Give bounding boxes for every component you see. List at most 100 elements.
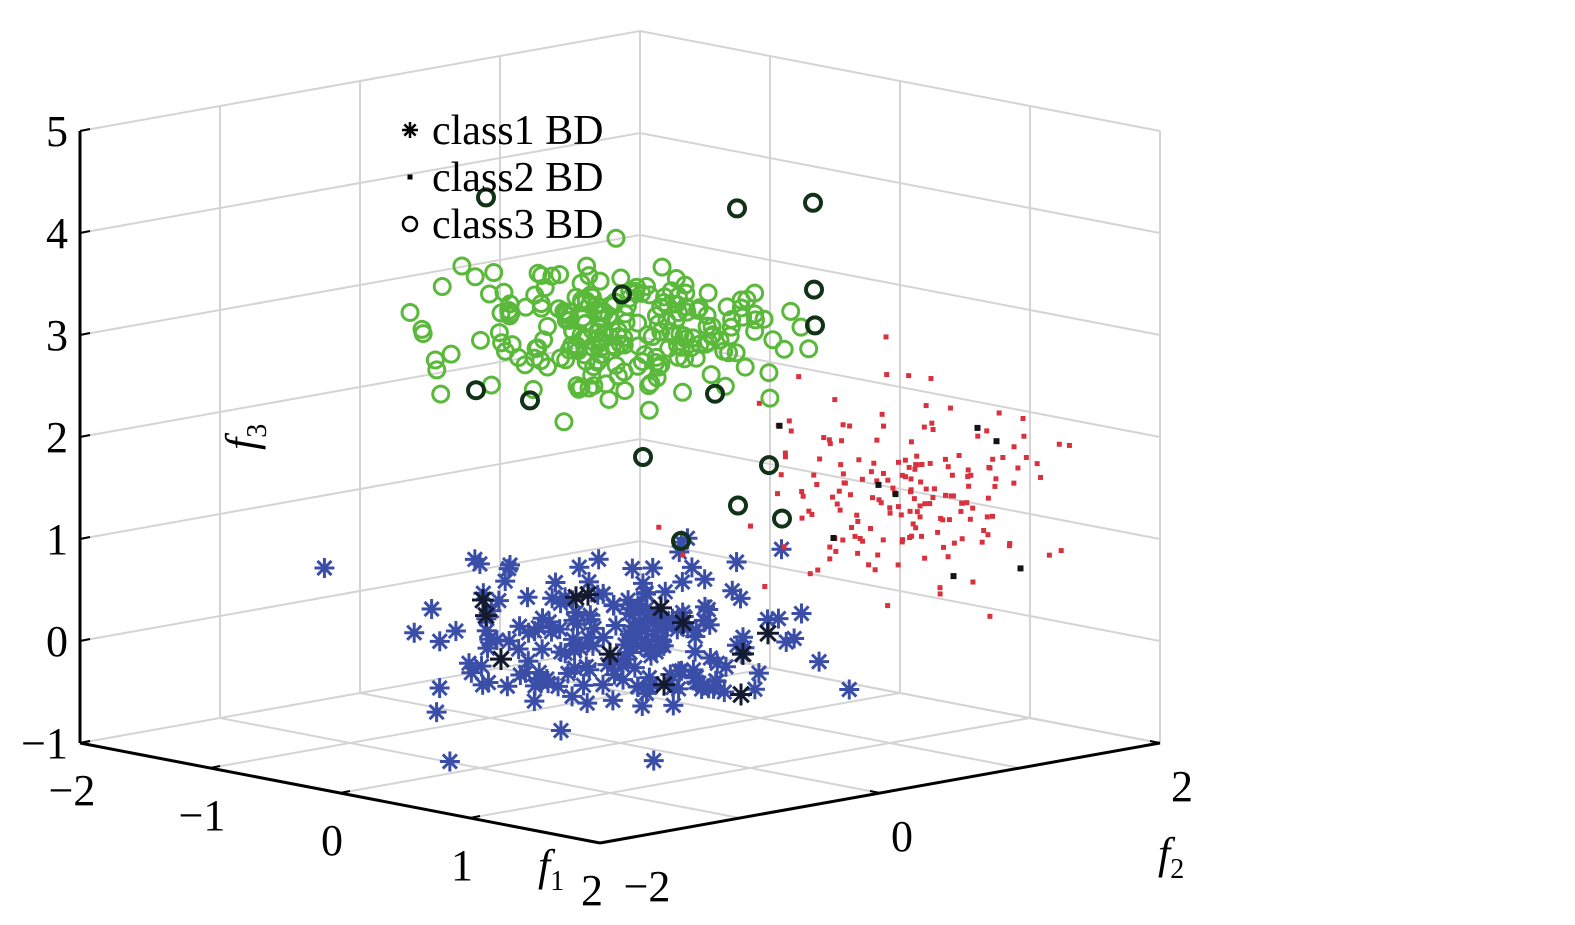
series-2-point (837, 507, 843, 513)
series-1-point (784, 628, 805, 649)
series-2-point (895, 562, 901, 568)
series-2-point (956, 453, 962, 459)
series-1-point (592, 674, 613, 695)
series-3-point (799, 339, 819, 359)
series-2-point (874, 478, 880, 484)
series-2-point (880, 537, 886, 543)
series-3-point (412, 319, 432, 339)
series-3-point (479, 284, 499, 304)
series-1-boundary-point (490, 648, 512, 671)
series-2-point (965, 467, 971, 473)
series-2-point (922, 501, 928, 507)
series-2-point (923, 486, 929, 492)
series-2-boundary-point (776, 422, 783, 429)
series-2-point (1066, 442, 1072, 448)
series-2-point (775, 491, 781, 497)
series-2-point (1023, 454, 1029, 460)
series-1-point (497, 676, 518, 697)
series-2-point (1056, 441, 1062, 447)
series-2-point (839, 438, 845, 444)
series-2-point (993, 476, 999, 482)
series-2-point (868, 469, 874, 475)
series-1-point (445, 621, 466, 642)
series-2-point (940, 544, 946, 550)
series-2-point (1034, 461, 1040, 467)
series-3-point (702, 317, 722, 337)
series-3-boundary-point (803, 192, 823, 213)
series-2-point (895, 504, 901, 510)
series-2-point (781, 544, 787, 550)
series-3-point (698, 283, 718, 303)
series-2-point (860, 538, 866, 544)
series-3-point (754, 309, 774, 329)
series-2-point (929, 420, 935, 426)
series-2-point (885, 603, 891, 609)
series-2-point (907, 508, 913, 514)
series-1-point (663, 677, 684, 698)
series-2-boundary-point (1017, 565, 1024, 572)
series-1-point (576, 656, 597, 677)
series-2-point (833, 548, 839, 554)
series-1-point (426, 702, 447, 723)
series-1-point (619, 642, 640, 663)
grid-line (359, 692, 881, 794)
z-tick-label: 3 (46, 311, 68, 360)
series-1-boundary-point (650, 596, 672, 619)
series-1-point (562, 686, 583, 707)
series-2-point (984, 514, 990, 520)
series-3-point (599, 389, 619, 409)
series-3-boundary-point (633, 447, 653, 467)
series-3-point (501, 303, 521, 323)
series-2-point (817, 456, 823, 462)
x-tick-mark (599, 840, 611, 844)
series-2-point (1015, 465, 1021, 471)
x-tick-mark (469, 815, 481, 819)
y-tick-mark (589, 840, 601, 844)
series-3-point (628, 313, 648, 333)
series-2-point (872, 567, 878, 573)
series-3-point (425, 350, 445, 370)
series-2-point (937, 591, 943, 597)
series-1-point (643, 750, 664, 771)
series-3-point (584, 357, 604, 377)
series-2-point (782, 454, 788, 460)
series-2-point (859, 476, 865, 482)
series-2-point (935, 529, 941, 535)
series-1-point (681, 557, 702, 578)
series-3-point (492, 333, 512, 353)
series-2-point (881, 423, 887, 429)
series-3-point (579, 266, 599, 286)
series-2-point (1020, 415, 1026, 421)
series-1-point (839, 679, 860, 700)
series-2-point (870, 495, 876, 501)
series-2-point (917, 514, 923, 520)
series-2-point (942, 456, 948, 462)
y-axis-label: f2 (1158, 829, 1184, 885)
series-2-point (906, 373, 912, 379)
series-2-point (959, 500, 965, 506)
y-tick-mark (1149, 740, 1161, 744)
series-3-point (528, 263, 548, 283)
series-3-point (574, 328, 594, 348)
series-2-point (880, 470, 886, 476)
x-tick-mark (79, 740, 91, 744)
series-2-point (786, 418, 792, 424)
series-1-point (622, 558, 643, 579)
series-2-point (806, 508, 812, 514)
series-2-point (868, 526, 874, 532)
series-2-boundary-point (974, 424, 981, 431)
series-1-point (635, 582, 656, 603)
series-2-point (986, 464, 992, 470)
series-3-point (737, 289, 757, 309)
series-2-point (778, 472, 784, 478)
series-1-point (478, 672, 499, 693)
series-3-point (639, 400, 659, 420)
series-2-point (965, 474, 971, 480)
series-1-point (809, 651, 830, 672)
series-1-point (509, 616, 530, 637)
series-3-point (760, 388, 780, 408)
series-1-point (557, 663, 578, 684)
series-2-boundary-point (830, 535, 837, 541)
series-3-point (452, 256, 472, 276)
series-2-point (917, 503, 923, 509)
